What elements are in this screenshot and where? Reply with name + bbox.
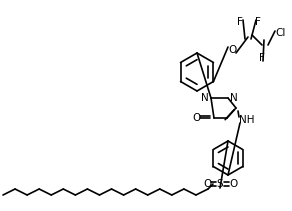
Text: N: N: [230, 93, 238, 103]
Text: NH: NH: [239, 115, 255, 125]
Text: F: F: [237, 17, 243, 27]
Text: F: F: [259, 53, 265, 63]
Text: N: N: [201, 93, 209, 103]
Text: O: O: [203, 179, 211, 189]
Text: O: O: [228, 45, 236, 55]
Text: Cl: Cl: [276, 28, 286, 38]
Text: S: S: [217, 179, 223, 189]
Text: O: O: [192, 113, 200, 123]
Text: O: O: [229, 179, 237, 189]
Text: F: F: [255, 17, 261, 27]
